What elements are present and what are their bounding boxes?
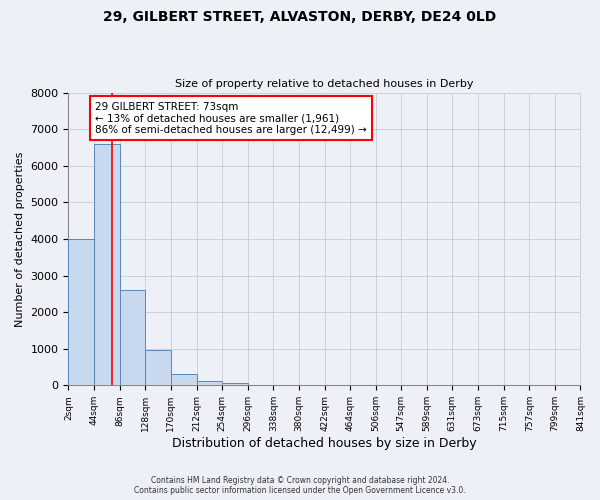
Bar	[145, 350, 171, 386]
Bar	[119, 290, 145, 386]
X-axis label: Distribution of detached houses by size in Derby: Distribution of detached houses by size …	[172, 437, 477, 450]
Bar	[68, 239, 94, 386]
Title: Size of property relative to detached houses in Derby: Size of property relative to detached ho…	[175, 79, 474, 89]
Text: 29, GILBERT STREET, ALVASTON, DERBY, DE24 0LD: 29, GILBERT STREET, ALVASTON, DERBY, DE2…	[103, 10, 497, 24]
Bar	[222, 383, 248, 386]
Bar	[197, 382, 222, 386]
Y-axis label: Number of detached properties: Number of detached properties	[15, 152, 25, 326]
Bar	[171, 374, 197, 386]
Text: Contains HM Land Registry data © Crown copyright and database right 2024.
Contai: Contains HM Land Registry data © Crown c…	[134, 476, 466, 495]
Bar	[94, 144, 119, 386]
Text: 29 GILBERT STREET: 73sqm
← 13% of detached houses are smaller (1,961)
86% of sem: 29 GILBERT STREET: 73sqm ← 13% of detach…	[95, 102, 367, 135]
